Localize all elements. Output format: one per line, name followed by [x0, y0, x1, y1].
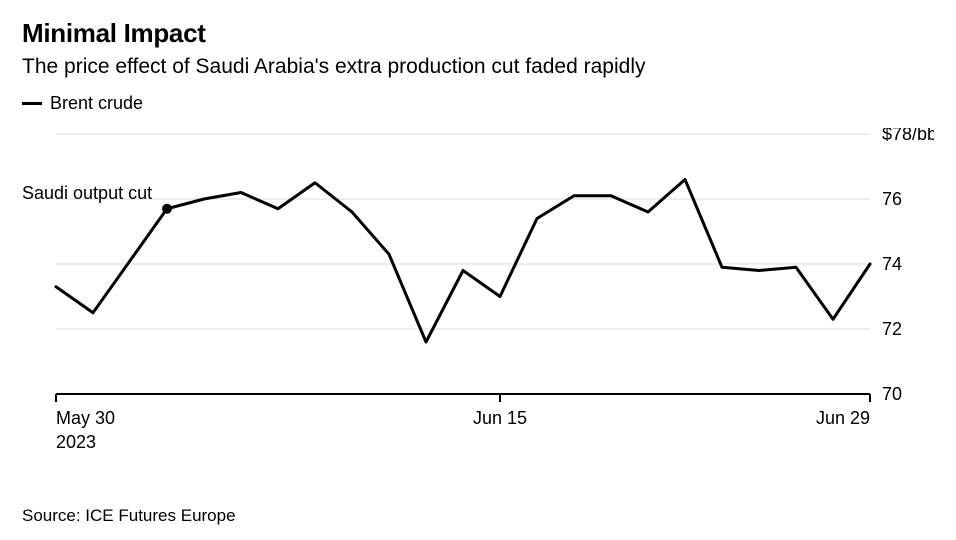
legend-stroke-icon: [22, 102, 42, 105]
series-line: [56, 180, 870, 343]
annotation-marker-icon: [162, 204, 172, 214]
annotation-label: Saudi output cut: [22, 183, 152, 203]
chart-title: Minimal Impact: [22, 18, 936, 49]
y-tick-label: 74: [882, 254, 902, 274]
x-tick-sublabel: 2023: [56, 432, 96, 452]
chart-subtitle: The price effect of Saudi Arabia's extra…: [22, 55, 936, 79]
x-tick-label: May 30: [56, 408, 115, 428]
legend: Brent crude: [22, 93, 936, 114]
x-tick-label: Jun 29: [816, 408, 870, 428]
chart-container: Minimal Impact The price effect of Saudi…: [0, 0, 956, 540]
chart-plot: 70 72 74 76 $78/bb May 30 Jun 15 Jun 29 2023 Saud…: [22, 128, 936, 486]
y-tick-label: 70: [882, 384, 902, 404]
legend-label: Brent crude: [50, 93, 143, 114]
y-tick-label: 72: [882, 319, 902, 339]
line-chart-svg: 70 72 74 76 $78/bb May 30 Jun 15 Jun 29 2023 Saud…: [22, 128, 934, 458]
y-tick-label: $78/bb: [882, 128, 934, 144]
y-tick-label: 76: [882, 189, 902, 209]
x-tick-label: Jun 15: [473, 408, 527, 428]
source-line: Source: ICE Futures Europe: [22, 506, 936, 526]
